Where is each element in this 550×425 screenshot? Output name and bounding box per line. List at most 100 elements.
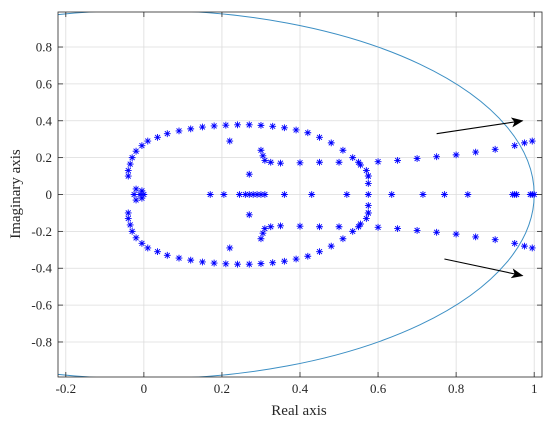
pole-marker [124, 215, 132, 222]
y-tick-label: -0.6 [31, 298, 52, 313]
pole-marker [138, 194, 146, 202]
y-tick-label: 0.4 [36, 113, 53, 128]
pole-markers [124, 121, 538, 268]
pole-marker [339, 146, 347, 154]
pole-marker [327, 242, 335, 250]
pole-marker [132, 234, 140, 242]
pole-marker [261, 191, 269, 198]
pole-marker [261, 156, 269, 164]
pole-marker [154, 133, 161, 141]
y-tick-label: -0.2 [31, 224, 52, 239]
pole-marker [472, 148, 480, 156]
pole-marker [513, 191, 521, 198]
pole-marker [257, 235, 265, 243]
pole-marker [220, 191, 228, 198]
pole-marker [296, 222, 304, 230]
x-tick-label: 0.2 [214, 381, 230, 396]
pole-marker [343, 191, 351, 198]
pole-marker [277, 159, 284, 167]
pole-marker [304, 129, 312, 137]
pole-marker [335, 223, 343, 231]
pole-marker [335, 158, 343, 166]
pole-marker [433, 153, 441, 161]
pole-marker [364, 172, 372, 180]
pole-marker [163, 251, 171, 259]
pole-marker [472, 233, 480, 241]
pole-marker [144, 137, 152, 145]
pole-marker [296, 159, 304, 167]
x-tick-label: 0 [141, 381, 148, 396]
pole-marker [349, 154, 357, 162]
pole-marker [245, 191, 253, 198]
x-tick-label: 0.4 [292, 381, 309, 396]
x-tick-label: 0.6 [370, 381, 387, 396]
pole-marker [511, 239, 519, 247]
pole-marker [316, 223, 323, 231]
pole-marker [362, 215, 370, 222]
pole-marker [316, 158, 323, 166]
pole-marker [130, 191, 138, 198]
pole-marker [308, 191, 316, 198]
pole-marker [124, 167, 132, 174]
pole-marker [136, 191, 144, 198]
pole-marker [357, 161, 364, 169]
y-tick-label: 0.8 [36, 40, 52, 55]
pole-marker [261, 225, 269, 233]
x-tick-label: 1 [531, 381, 538, 396]
pole-marker [491, 236, 499, 244]
pole-marker [388, 191, 396, 198]
pole-marker [132, 185, 140, 193]
pole-marker [464, 191, 472, 198]
pole-marker [433, 228, 441, 236]
pole-marker [349, 227, 357, 235]
pole-marker [245, 260, 253, 268]
y-tick-label: 0 [46, 187, 53, 202]
pole-marker [175, 127, 183, 135]
pole-marker [269, 122, 277, 130]
pole-marker [316, 133, 323, 141]
pole-marker [187, 125, 195, 133]
pole-marker [257, 121, 265, 129]
pole-marker [364, 209, 372, 217]
pole-marker [206, 191, 214, 198]
direction-arrow [444, 258, 524, 279]
pole-marker [175, 254, 183, 262]
pole-marker [259, 229, 267, 237]
grid [58, 12, 542, 377]
pole-marker [199, 258, 206, 266]
pole-marker [364, 191, 372, 198]
pole-marker [394, 156, 401, 164]
pole-marker [327, 139, 335, 147]
pole-marker [163, 130, 171, 138]
pole-marker [128, 227, 136, 235]
pole-marker [138, 239, 146, 247]
pole-marker [394, 225, 401, 233]
pole-marker [280, 191, 288, 198]
x-axis-label: Real axis [271, 403, 327, 419]
pole-marker [253, 191, 261, 198]
pole-marker [452, 151, 460, 159]
pole-marker [236, 191, 243, 198]
pole-marker [154, 248, 161, 256]
pole-marker [124, 209, 132, 217]
direction-arrows [436, 117, 524, 279]
pole-marker [521, 242, 528, 250]
pole-marker [234, 121, 241, 129]
pole-marker [357, 220, 364, 228]
pole-marker [199, 123, 206, 131]
y-tick-label: -0.4 [31, 261, 52, 276]
pole-marker [511, 142, 519, 150]
pole-marker [132, 147, 140, 155]
pole-marker [245, 170, 253, 178]
pole-marker [280, 257, 288, 265]
x-tick-label: 0.8 [448, 381, 464, 396]
pole-marker [138, 142, 146, 150]
pole-marker [413, 227, 421, 234]
pole-marker [210, 259, 218, 267]
pole-marker [245, 121, 253, 129]
pole-marker [222, 121, 230, 129]
pole-marker [374, 223, 382, 231]
x-tick-label: -0.2 [56, 381, 77, 396]
pole-marker [144, 244, 152, 252]
pole-marker [528, 244, 536, 252]
